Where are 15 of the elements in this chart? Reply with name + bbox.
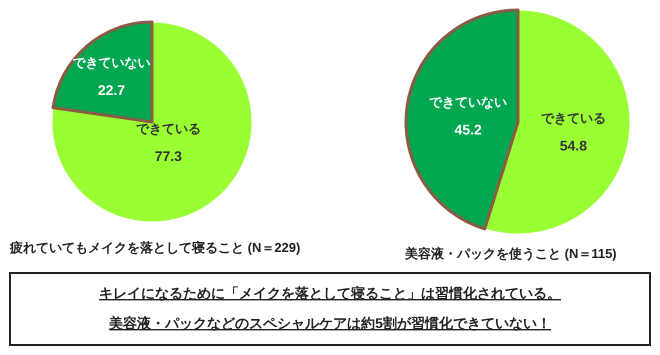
- data-label: 22.7: [98, 82, 126, 98]
- pie-slice: [404, 8, 520, 230]
- data-label: 54.8: [560, 137, 588, 154]
- text: 美容液・パックなどのスペシャルケアは約5割が習慣化できていない！: [108, 315, 551, 331]
- data-label: 45.2: [454, 121, 482, 138]
- pie-slice: [52, 20, 154, 124]
- text: 疲れていてもメイクを落として寝ること (N＝229): [9, 240, 300, 255]
- text: キレイになるために「メイクを落として寝ること」は習慣化されている。: [99, 285, 561, 301]
- data-label: 77.3: [154, 148, 182, 164]
- text: 美容液・パックを使うこと (N＝115): [404, 246, 617, 261]
- pie-slice: [52, 22, 252, 222]
- slice-label: できている: [136, 120, 201, 136]
- slice-label: できていない: [429, 94, 508, 110]
- slice-label: できている: [540, 110, 606, 126]
- slice-label: できていない: [72, 55, 150, 70]
